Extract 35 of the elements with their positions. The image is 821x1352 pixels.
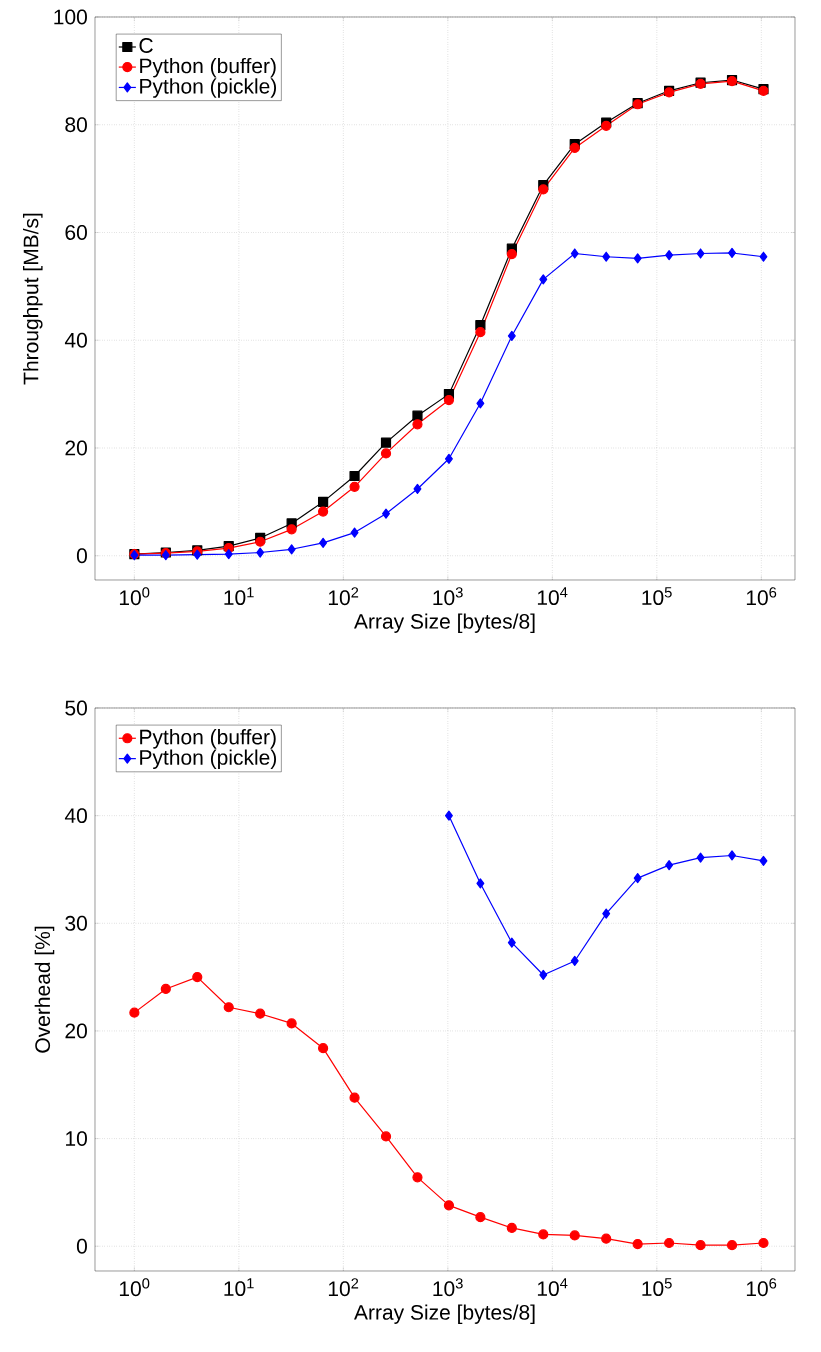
x-tick-label: 10$^{0}$ [119,1278,150,1297]
y-axis-title: Throughput [MB/s] [22,213,43,385]
x-tick-label: 10$^{1}$ [224,1278,254,1297]
x-tick-label: 10$^{6}$ [746,587,777,606]
legend-label: Python (pickle) [140,78,277,98]
y-tick-label: 40 [64,332,87,348]
y-tick-label: 20 [65,1023,87,1039]
x-tick-label: 10$^{4}$ [537,587,568,606]
y-tick-label: 40 [64,808,87,824]
x-axis-title: Array Size [bytes/8] [354,613,535,633]
x-axis-title: Array Size [bytes/8] [354,1304,535,1324]
y-axis-title: Overhead [%] [34,926,55,1053]
y-tick-label: 50 [65,700,87,716]
y-tick-label: 30 [65,915,87,931]
y-tick-label: 100 [54,9,87,25]
x-tick-label: 10$^{1}$ [224,587,254,606]
y-tick-label: 60 [65,225,87,240]
legend-label: C [139,38,153,53]
x-tick-label: 10$^{4}$ [537,1278,568,1297]
y-tick-label: 80 [65,117,87,133]
y-tick-label: 0 [76,548,87,564]
x-tick-label: 10$^{2}$ [328,587,359,606]
legend-label: Python (buffer) [140,729,276,749]
legend-label: Python (pickle) [140,749,277,770]
y-tick-label: 20 [65,440,87,456]
y-tick-label: 0 [76,1238,87,1254]
x-tick-label: 10$^{0}$ [119,587,150,606]
x-tick-label: 10$^{5}$ [642,587,672,606]
x-tick-label: 10$^{2}$ [328,1278,359,1297]
x-tick-label: 10$^{6}$ [746,1278,777,1297]
legend-label: Python (buffer) [140,57,276,78]
y-tick-label: 10 [66,1131,87,1147]
x-tick-label: 10$^{5}$ [642,1278,672,1297]
x-tick-label: 10$^{3}$ [433,1278,463,1297]
x-tick-label: 10$^{3}$ [433,587,463,606]
